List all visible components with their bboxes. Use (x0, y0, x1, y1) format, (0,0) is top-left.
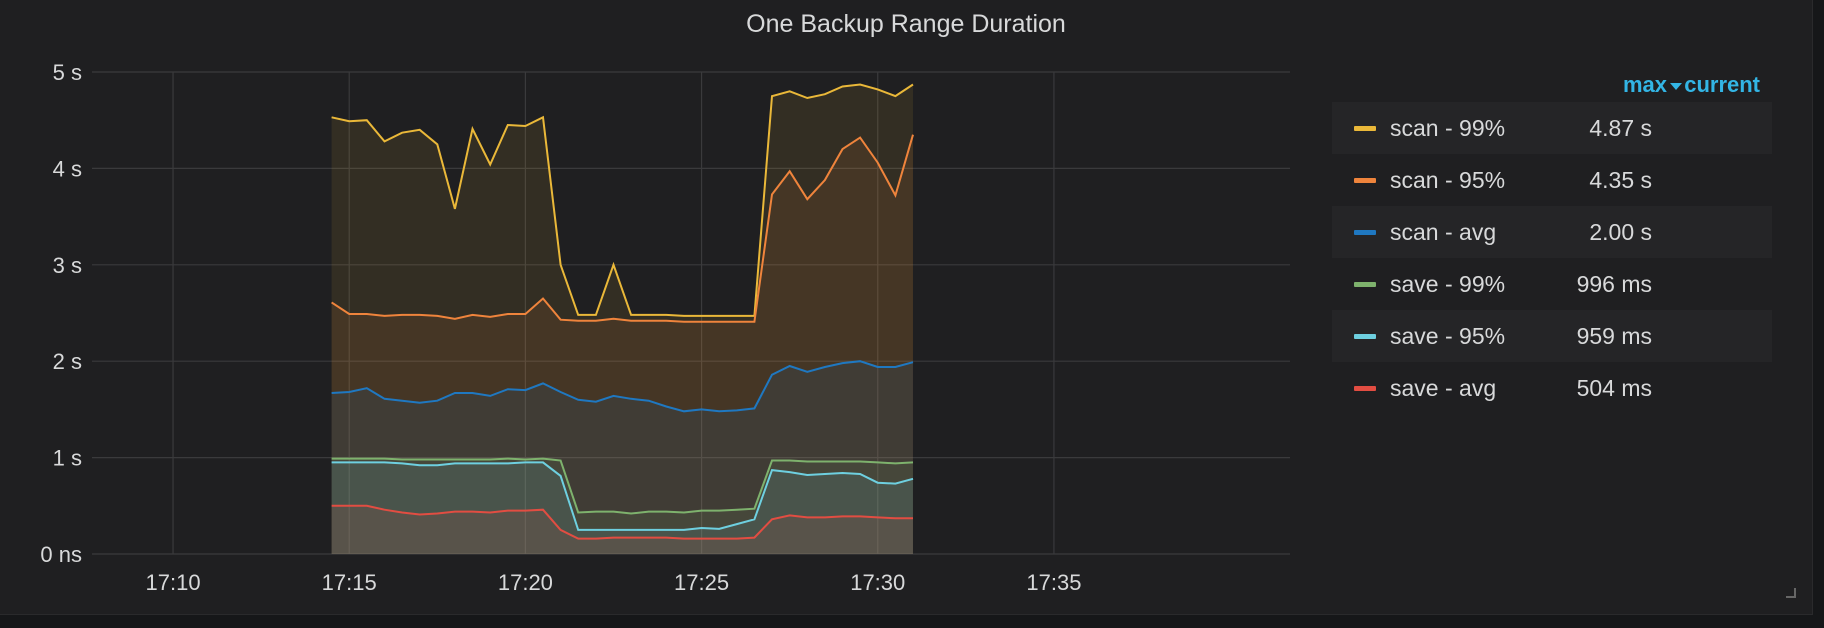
legend-series-name[interactable]: save - 95% (1390, 323, 1506, 349)
series-color-swatch[interactable] (1354, 230, 1376, 235)
legend-item[interactable]: save - 99% 996 ms (1332, 258, 1772, 310)
x-tick-label: 17:25 (674, 570, 729, 595)
panel-resize-handle[interactable] (1786, 588, 1796, 598)
x-tick-label: 17:20 (498, 570, 553, 595)
legend-item[interactable]: scan - 95% 4.35 s (1332, 154, 1772, 206)
series-color-swatch[interactable] (1354, 282, 1376, 287)
y-tick-label: 5 s (53, 60, 82, 85)
series-area (331, 134, 914, 554)
legend-series-name[interactable]: scan - avg (1390, 219, 1497, 245)
series-line (331, 134, 914, 323)
legend-series-max: 996 ms (1576, 271, 1652, 297)
y-tick-label: 2 s (53, 349, 82, 374)
legend-series-name[interactable]: scan - 99% (1390, 115, 1506, 141)
y-tick-label: 0 ns (40, 542, 82, 567)
legend-sort-current[interactable]: current (1684, 72, 1760, 97)
x-tick-label: 17:30 (850, 570, 905, 595)
legend-item[interactable]: save - 95% 959 ms (1332, 310, 1772, 362)
legend-series-name[interactable]: scan - 95% (1390, 167, 1506, 193)
series-color-swatch[interactable] (1354, 178, 1376, 183)
series-area (331, 462, 914, 554)
x-tick-label: 17:10 (146, 570, 201, 595)
series-area (331, 505, 914, 554)
legend-sort-max[interactable]: max (1623, 72, 1682, 98)
legend-item[interactable]: scan - 99% 4.87 s (1332, 102, 1772, 154)
x-tick-label: 17:35 (1026, 570, 1081, 595)
series-line (331, 457, 914, 515)
legend-series-name[interactable]: save - 99% (1390, 271, 1506, 297)
series-line (331, 504, 913, 540)
y-tick-label: 1 s (53, 446, 82, 471)
y-tick-label: 3 s (53, 253, 82, 278)
series-line (331, 83, 914, 317)
legend-header: max current (1332, 68, 1772, 102)
series-color-swatch[interactable] (1354, 334, 1376, 339)
chart-plot[interactable]: 0 ns 1 s 2 s 3 s 4 s 5 s 17:10 17:15 17:20 17:25 1… (0, 0, 1812, 614)
legend-series-max: 504 ms (1576, 375, 1652, 401)
legend-item[interactable]: scan - avg 2.00 s (1332, 206, 1772, 258)
graph-panel: One Backup Range Duration 0 ns 1 s 2 s 3 s 4… (0, 0, 1813, 615)
panel-title[interactable]: One Backup Range Duration (746, 10, 1066, 38)
legend-series-max: 959 ms (1576, 323, 1652, 349)
legend-series-name[interactable]: save - avg (1390, 375, 1497, 401)
y-tick-label: 4 s (53, 156, 82, 181)
series-line (331, 360, 914, 413)
series-area (331, 361, 914, 554)
series-line (331, 461, 914, 531)
legend-series-max: 4.87 s (1589, 115, 1652, 141)
legend-series-max: 4.35 s (1589, 167, 1652, 193)
legend: max current scan - 99% 4.87 s scan - 95%… (1332, 68, 1772, 414)
series-color-swatch[interactable] (1354, 126, 1376, 131)
legend-item[interactable]: save - avg 504 ms (1332, 362, 1772, 414)
series-color-swatch[interactable] (1354, 386, 1376, 391)
legend-series-max: 2.00 s (1589, 219, 1652, 245)
sort-desc-icon (1670, 82, 1682, 90)
x-tick-label: 17:15 (322, 570, 377, 595)
